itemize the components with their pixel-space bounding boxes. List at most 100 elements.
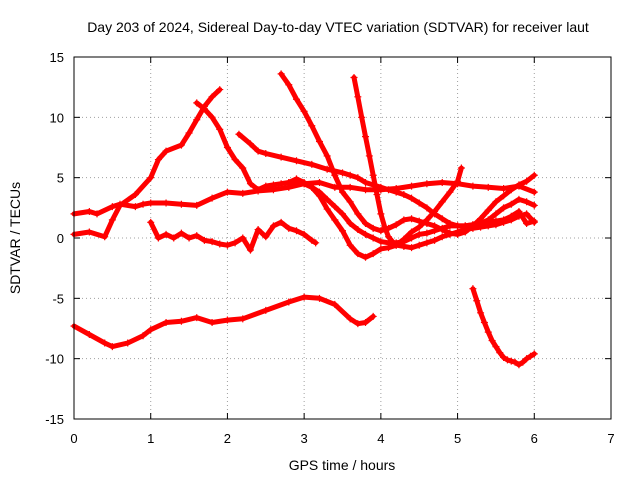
data-point-marker [530, 201, 538, 209]
data-point-marker [277, 70, 285, 78]
data-point-marker [208, 113, 216, 121]
data-point-marker [154, 156, 162, 164]
data-point-marker [423, 204, 431, 212]
data-point-marker [331, 203, 339, 211]
data-point-marker [300, 293, 308, 301]
data-point-marker [208, 93, 216, 101]
data-point-marker [177, 317, 185, 325]
data-point-marker [492, 198, 500, 206]
data-point-marker [503, 356, 511, 364]
data-point-marker [515, 361, 523, 369]
data-point-marker [438, 178, 446, 186]
data-point-marker [231, 239, 239, 247]
data-point-marker [239, 189, 247, 197]
data-point-marker [415, 223, 423, 231]
data-point-marker [454, 228, 462, 236]
data-point-marker [484, 328, 492, 336]
data-point-marker [454, 222, 462, 230]
data-point-marker [354, 226, 362, 234]
data-point-marker [526, 352, 534, 360]
data-point-marker [415, 199, 423, 207]
data-point-marker [308, 236, 316, 244]
data-point-marker [523, 210, 531, 218]
data-point-marker [177, 200, 185, 208]
data-point-marker [308, 122, 316, 130]
data-point-marker [507, 200, 515, 208]
data-point-marker [216, 86, 224, 94]
data-point-marker [254, 226, 262, 234]
series-track-j [469, 285, 538, 369]
series-track-b [70, 86, 224, 241]
data-point-marker [200, 236, 208, 244]
data-point-marker [500, 185, 508, 193]
data-point-marker [323, 205, 331, 213]
data-point-marker [239, 234, 247, 242]
data-point-marker [323, 195, 331, 203]
data-point-marker [208, 318, 216, 326]
data-point-marker [492, 221, 500, 229]
data-point-marker [269, 222, 277, 230]
data-point-marker [431, 236, 439, 244]
data-point-marker [162, 318, 170, 326]
data-point-marker [530, 188, 538, 196]
data-point-marker [177, 229, 185, 237]
data-point-marker [511, 358, 519, 366]
data-point-marker [408, 182, 416, 190]
data-point-marker [400, 191, 408, 199]
data-point-marker [315, 178, 323, 186]
data-point-marker [254, 186, 262, 194]
data-point-marker [350, 74, 358, 82]
data-point-marker [354, 320, 362, 328]
data-point-marker [477, 309, 485, 317]
data-point-marker [431, 207, 439, 215]
x-tick-label: 0 [70, 431, 77, 446]
data-point-marker [388, 238, 396, 246]
data-point-marker [515, 181, 523, 189]
data-point-marker [331, 171, 339, 179]
data-point-marker [147, 326, 155, 334]
data-point-marker [139, 332, 147, 340]
data-point-marker [354, 210, 362, 218]
data-point-marker [431, 222, 439, 230]
data-point-marker [312, 239, 320, 247]
data-point-marker [362, 230, 370, 238]
data-point-marker [507, 357, 515, 365]
data-point-marker [484, 183, 492, 191]
data-point-marker [308, 160, 316, 168]
data-point-marker [262, 306, 270, 314]
x-axis-title: GPS time / hours [289, 457, 396, 473]
data-point-marker [454, 177, 462, 185]
y-tick-label: 15 [50, 50, 64, 65]
y-tick-label: -15 [45, 412, 64, 427]
data-point-marker [415, 241, 423, 249]
data-point-marker [131, 203, 139, 211]
data-point-marker [354, 250, 362, 258]
data-point-marker [200, 105, 208, 113]
data-point-marker [369, 312, 377, 320]
data-point-marker [408, 234, 416, 242]
data-point-marker [346, 183, 354, 191]
data-point-marker [285, 178, 293, 186]
data-point-marker [339, 210, 346, 218]
data-point-marker [315, 192, 323, 200]
data-point-marker [438, 198, 446, 206]
data-point-marker [101, 339, 109, 347]
data-point-marker [193, 116, 201, 124]
data-point-marker [208, 238, 216, 246]
data-point-marker [488, 337, 496, 345]
data-point-marker [415, 217, 423, 225]
data-point-marker [408, 194, 416, 202]
data-point-marker [377, 245, 385, 253]
data-point-marker [500, 192, 508, 200]
data-point-marker [108, 203, 116, 211]
data-point-marker [239, 315, 247, 323]
data-point-marker [377, 227, 385, 235]
y-tick-label: 0 [57, 231, 64, 246]
data-point-marker [235, 130, 243, 138]
data-point-marker [292, 175, 300, 183]
data-point-marker [408, 215, 416, 223]
data-point-marker [480, 318, 488, 326]
data-point-marker [85, 331, 93, 339]
data-point-marker [108, 343, 116, 351]
